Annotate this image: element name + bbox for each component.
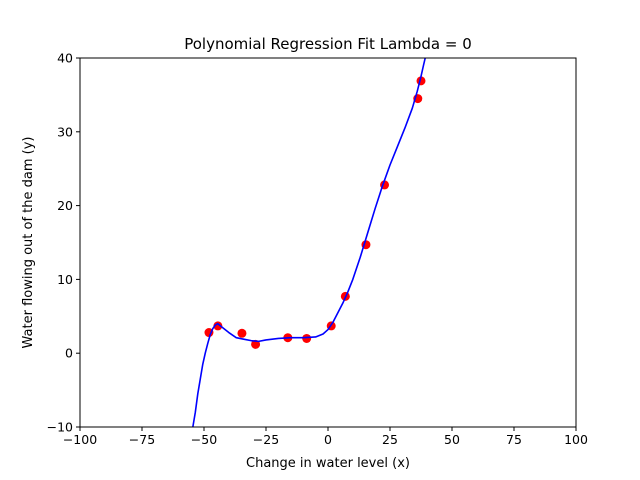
- x-tick-label: −100: [63, 432, 97, 447]
- y-tick-label: 40: [57, 51, 73, 66]
- x-axis-label: Change in water level (x): [246, 456, 410, 471]
- y-axis: −10 0 10 20 30 40: [47, 51, 80, 435]
- data-point: [302, 333, 312, 343]
- y-tick-label: 20: [57, 198, 73, 213]
- x-tick-label: −50: [191, 432, 217, 447]
- x-tick-label: −25: [253, 432, 279, 447]
- x-axis: −100 −75 −50 −25 0 25 50 75 100: [63, 427, 588, 447]
- x-tick-label: 100: [564, 432, 588, 447]
- x-tick-label: 50: [444, 432, 460, 447]
- y-tick-label: −10: [47, 420, 73, 435]
- chart-title: Polynomial Regression Fit Lambda = 0: [184, 35, 472, 53]
- y-axis-label: Water flowing out of the dam (y): [21, 137, 36, 349]
- fit-line: [192, 58, 426, 427]
- x-tick-label: 0: [324, 432, 332, 447]
- data-point: [213, 321, 223, 331]
- data-point: [237, 328, 247, 338]
- y-tick-label: 30: [57, 124, 73, 139]
- x-tick-label: 75: [506, 432, 522, 447]
- x-tick-label: −75: [129, 432, 155, 447]
- y-tick-label: 10: [57, 272, 73, 287]
- y-tick-label: 0: [65, 346, 73, 361]
- x-tick-label: 25: [382, 432, 398, 447]
